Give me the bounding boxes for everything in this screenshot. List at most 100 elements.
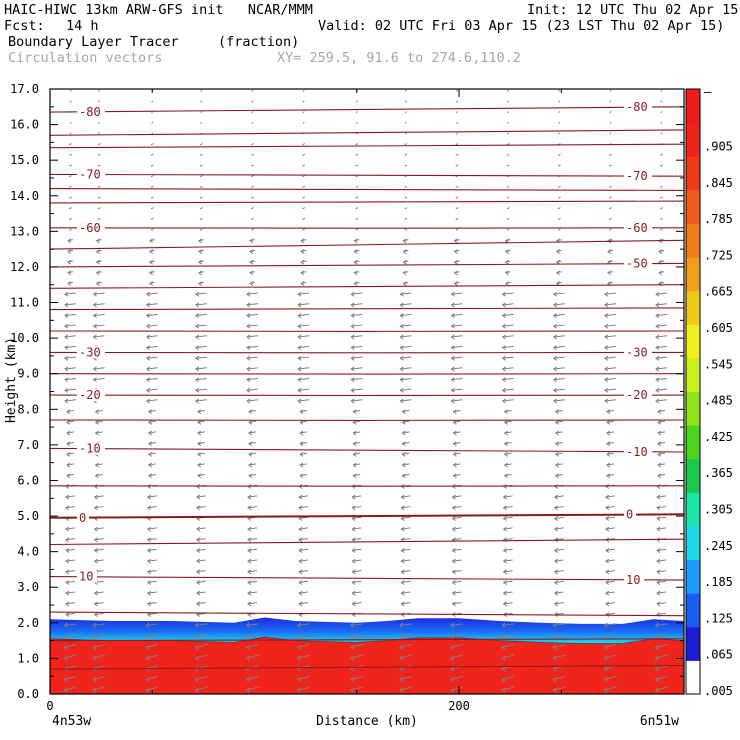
circulation-vector xyxy=(657,430,666,436)
circulation-vector xyxy=(246,291,259,297)
circulation-vector xyxy=(657,419,666,425)
circulation-vector xyxy=(93,526,104,532)
contour-label: -30 xyxy=(626,345,648,359)
circulation-vector xyxy=(68,175,72,178)
circulation-vector xyxy=(247,569,258,575)
circulation-vector xyxy=(65,526,76,532)
circulation-vector xyxy=(63,633,77,640)
temperature-contour xyxy=(50,307,684,311)
circulation-vector xyxy=(603,643,617,650)
y-tick-label: 5.0 xyxy=(17,509,39,523)
circulation-vector xyxy=(248,409,257,415)
circulation-vector xyxy=(656,516,667,521)
circulation-vector xyxy=(350,334,363,340)
circulation-vector xyxy=(63,643,77,650)
circulation-vector xyxy=(298,505,309,511)
circulation-vector xyxy=(66,462,75,468)
circulation-vector xyxy=(608,153,612,156)
circulation-vector xyxy=(506,185,510,188)
circulation-vector xyxy=(654,654,668,661)
circulation-vector xyxy=(299,419,308,425)
circulation-vector xyxy=(251,164,254,167)
circulation-vector xyxy=(195,526,206,532)
circulation-vector xyxy=(452,419,461,425)
circulation-vector xyxy=(145,622,159,628)
circulation-vector xyxy=(398,622,412,628)
circulation-vector xyxy=(404,164,408,167)
circulation-vector xyxy=(251,111,254,114)
circulation-vector xyxy=(657,462,666,468)
colorbar-swatch xyxy=(686,122,700,157)
circulation-vector xyxy=(298,558,309,564)
circulation-vector xyxy=(603,387,616,393)
circulation-vector xyxy=(501,323,514,329)
circulation-vector xyxy=(246,345,259,351)
circulation-vector xyxy=(404,153,408,156)
circulation-vector xyxy=(93,537,104,543)
circulation-vector xyxy=(557,153,561,156)
temperature-contour xyxy=(50,262,684,268)
circulation-vector xyxy=(553,505,564,511)
circulation-vector xyxy=(660,132,663,135)
circulation-vector xyxy=(147,441,156,447)
circulation-vector xyxy=(507,121,510,124)
circulation-vector xyxy=(553,601,564,607)
circulation-vector xyxy=(97,217,101,220)
circulation-vector xyxy=(297,398,310,404)
circulation-vector xyxy=(453,238,460,244)
circulation-vector xyxy=(404,207,408,210)
circulation-vector xyxy=(195,580,206,585)
temperature-contour xyxy=(50,538,684,546)
circulation-vector xyxy=(404,89,407,92)
circulation-vector xyxy=(194,633,208,640)
circulation-vector xyxy=(302,100,305,103)
circulation-vector xyxy=(302,228,306,231)
circulation-vector xyxy=(501,654,515,661)
circulation-vector xyxy=(603,622,617,628)
circulation-vector xyxy=(501,643,515,650)
temperature-contour xyxy=(50,143,684,149)
circulation-vector xyxy=(296,654,310,661)
circulation-vector xyxy=(603,654,617,661)
colorbar-swatch xyxy=(686,492,700,527)
colorbar-label: .305 xyxy=(704,502,733,516)
y-tick-label: 15.0 xyxy=(10,153,39,167)
circulation-vector xyxy=(249,270,256,276)
circulation-vector xyxy=(355,164,359,167)
temperature-contour xyxy=(50,513,684,519)
y-tick-label: 13.0 xyxy=(10,224,39,238)
circulation-vector xyxy=(504,270,511,276)
circulation-vector xyxy=(658,249,665,254)
circulation-vector xyxy=(146,558,157,564)
circulation-vector xyxy=(302,164,306,167)
circulation-vector xyxy=(400,580,411,585)
circulation-vector xyxy=(150,228,154,231)
circulation-vector xyxy=(501,313,514,319)
circulation-vector xyxy=(400,558,411,564)
circulation-vector xyxy=(68,228,72,231)
circulation-vector xyxy=(503,462,512,468)
contour-label: -60 xyxy=(79,221,101,235)
circulation-vector xyxy=(66,451,75,457)
colorbar-swatch xyxy=(686,425,700,460)
circulation-vector xyxy=(197,259,204,265)
circulation-vector xyxy=(199,196,203,199)
circulation-vector xyxy=(146,590,157,596)
circulation-vector xyxy=(455,207,459,210)
colorbar-swatch xyxy=(686,357,700,392)
contour-label-bg xyxy=(624,508,636,521)
circulation-vector xyxy=(453,259,460,265)
circulation-vector xyxy=(502,590,513,596)
colorbar-label: .005 xyxy=(704,684,733,698)
circulation-vector xyxy=(400,601,411,607)
temperature-contour xyxy=(50,129,684,136)
circulation-vector xyxy=(68,217,72,220)
circulation-vector xyxy=(247,494,258,500)
circulation-vector xyxy=(297,377,310,383)
circulation-vector xyxy=(604,548,615,553)
circulation-vector xyxy=(401,419,410,425)
circulation-vector xyxy=(398,686,412,693)
circulation-vector xyxy=(352,409,361,415)
circulation-vector xyxy=(351,494,362,500)
circulation-vector xyxy=(553,548,564,553)
